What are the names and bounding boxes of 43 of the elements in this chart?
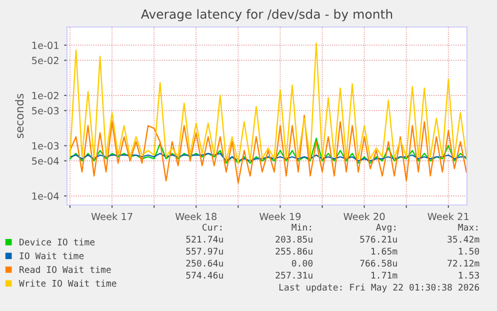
text: 521.74u	[186, 236, 223, 243]
text: 557.97u	[186, 248, 223, 255]
text: Max:	[458, 224, 478, 231]
text: Min:	[292, 224, 311, 231]
text: 257.31u	[276, 272, 312, 279]
y-tick-label: 5e-02	[32, 56, 58, 64]
text: 766.58u	[360, 260, 397, 267]
y-tick-label: 1e-03	[32, 142, 59, 150]
legend-label: Read IO Wait time	[20, 266, 111, 273]
legend-label: Write IO Wait time	[18, 280, 116, 287]
text: 255.86u	[276, 248, 312, 255]
line-series	[69, 138, 467, 164]
text: Cur:	[202, 224, 222, 231]
x-tick-label: Week 20	[344, 212, 385, 220]
text: 574.46u	[186, 272, 223, 279]
y-tick-label: 1e-01	[32, 42, 58, 50]
legend-label: Device IO time	[20, 238, 95, 246]
legend-label: IO Wait time	[20, 252, 84, 260]
y-tick-label: 5e-04	[32, 157, 59, 165]
text: 1.50	[458, 248, 480, 255]
text: Last update: Fri May 22 01:30:38 2026	[279, 284, 480, 292]
y-tick-label: 1e-02	[32, 92, 58, 100]
y-axis-title: seconds	[15, 94, 24, 138]
y-tick-label: 5e-03	[32, 107, 59, 114]
text: 35.42m	[448, 236, 480, 243]
line-series	[69, 42, 467, 164]
text: 1.53	[458, 272, 479, 279]
text: 1.71m	[372, 272, 398, 279]
x-tick-label: Week 18	[175, 212, 217, 220]
line-series	[69, 114, 467, 184]
x-tick-label: Week 19	[259, 212, 301, 220]
text: 576.21u	[360, 236, 397, 243]
x-tick-label: Week 21	[428, 212, 469, 220]
chart-title: Average latency for /dev/sda - by month	[140, 9, 392, 22]
y-tick-label: 1e-04	[32, 192, 59, 200]
text: 1.65m	[372, 248, 398, 255]
text: Avg:	[376, 224, 396, 232]
text: 203.85u	[276, 236, 312, 243]
x-tick-label: Week 17	[91, 212, 132, 220]
line-series	[69, 152, 467, 162]
text: 72.12m	[448, 260, 480, 267]
text: 250.64u	[186, 260, 223, 267]
text: 0.00	[292, 260, 313, 267]
